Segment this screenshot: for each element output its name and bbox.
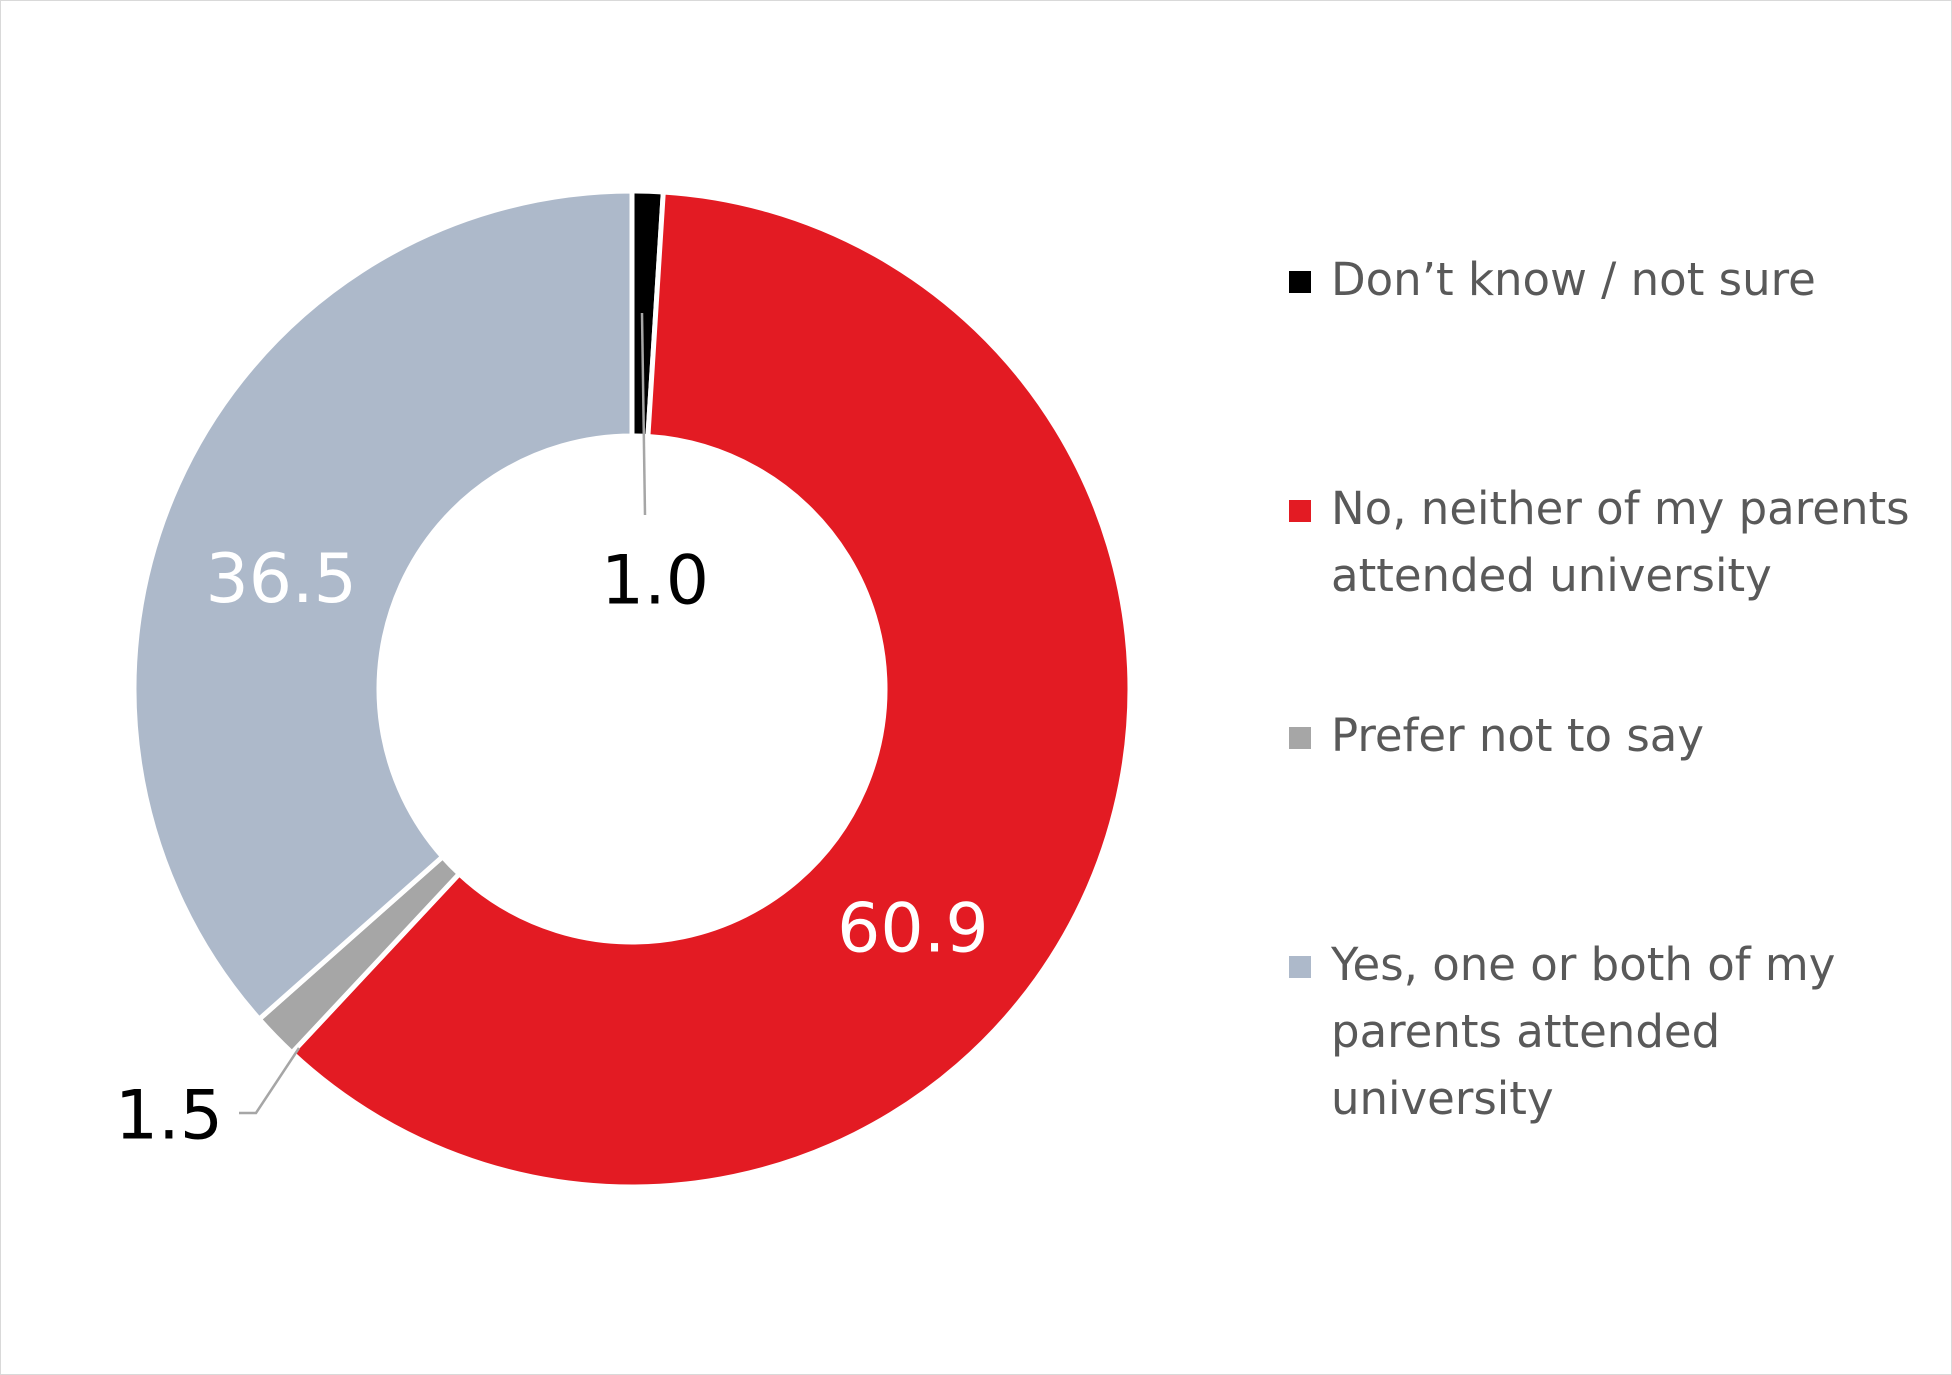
data-label-don-t-know-not-sure: 1.0 (601, 542, 709, 621)
legend-label: Yes, one or both of my parents attended … (1331, 938, 1836, 1125)
data-label-prefer-not-to-say: 1.5 (115, 1077, 223, 1156)
slice-yes-one-or-both-of-my-parents-attended-university (131, 188, 635, 1022)
legend-item-no: No, neither of my parents attended unive… (1289, 475, 1931, 609)
slices-layer (131, 188, 1133, 1190)
legend-swatch (1289, 271, 1311, 293)
legend-label: No, neither of my parents attended unive… (1331, 482, 1910, 602)
data-label-yes-one-or-both-of-my-parents-attended-university: 36.5 (206, 540, 357, 619)
legend-item-prefer-not: Prefer not to say (1289, 702, 1931, 769)
legend-swatch (1289, 500, 1311, 522)
data-label-no-neither-of-my-parents-attended-university: 60.9 (837, 890, 988, 969)
legend: Don’t know / not sure No, neither of my … (1289, 1, 1929, 1374)
legend-item-yes: Yes, one or both of my parents attended … (1289, 931, 1931, 1132)
legend-label: Prefer not to say (1331, 709, 1705, 762)
leader-line-prefer-not-to-say (239, 1047, 301, 1115)
data-labels-layer: 1.0 60.9 1.5 36.5 (115, 540, 989, 1156)
legend-label: Don’t know / not sure (1331, 253, 1816, 306)
legend-swatch (1289, 956, 1311, 978)
legend-item-dont-know: Don’t know / not sure (1289, 246, 1931, 313)
legend-swatch (1289, 727, 1311, 749)
leader-line-don-t-know-not-sure (640, 312, 647, 516)
leader-lines-layer (239, 312, 647, 1115)
slice-no-neither-of-my-parents-attended-university (289, 189, 1133, 1190)
